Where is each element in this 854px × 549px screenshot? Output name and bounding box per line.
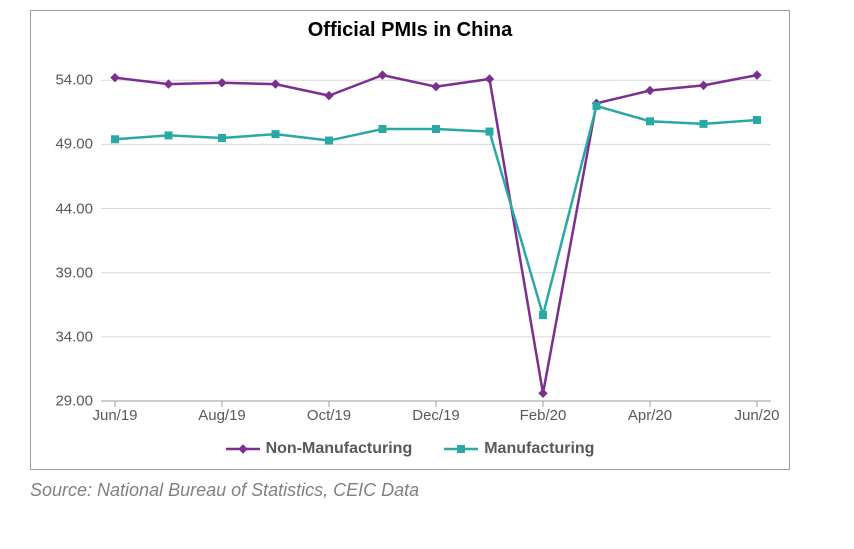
x-tick-label: Apr/20 (628, 401, 672, 424)
x-tick-label: Aug/19 (198, 401, 246, 424)
x-tick-label: Jun/20 (734, 401, 779, 424)
x-tick-label: Dec/19 (412, 401, 460, 424)
x-tick-label: Oct/19 (307, 401, 351, 424)
x-tick-label: Feb/20 (520, 401, 567, 424)
legend-item: Manufacturing (444, 440, 594, 458)
legend-label: Non-Manufacturing (266, 440, 413, 458)
source-text: Source: National Bureau of Statistics, C… (30, 480, 824, 501)
y-tick-label: 54.00 (55, 72, 101, 89)
x-tick-label: Jun/19 (92, 401, 137, 424)
legend-swatch (444, 440, 478, 458)
legend: Non-Manufacturing Manufacturing (31, 440, 789, 463)
y-tick-label: 44.00 (55, 200, 101, 217)
y-tick-label: 49.00 (55, 136, 101, 153)
legend-label: Manufacturing (484, 440, 594, 458)
series-non-manufacturing (111, 71, 761, 397)
series-manufacturing (112, 102, 761, 318)
chart-frame: Official PMIs in China 29.0034.0039.0044… (30, 10, 790, 470)
legend-swatch (226, 440, 260, 458)
plot-area: 29.0034.0039.0044.0049.0054.00Jun/19Aug/… (101, 61, 771, 401)
y-tick-label: 34.00 (55, 328, 101, 345)
chart-container: Official PMIs in China 29.0034.0039.0044… (0, 0, 854, 549)
y-tick-label: 39.00 (55, 264, 101, 281)
chart-svg (101, 61, 771, 401)
legend-item: Non-Manufacturing (226, 440, 413, 458)
chart-title: Official PMIs in China (31, 19, 789, 42)
